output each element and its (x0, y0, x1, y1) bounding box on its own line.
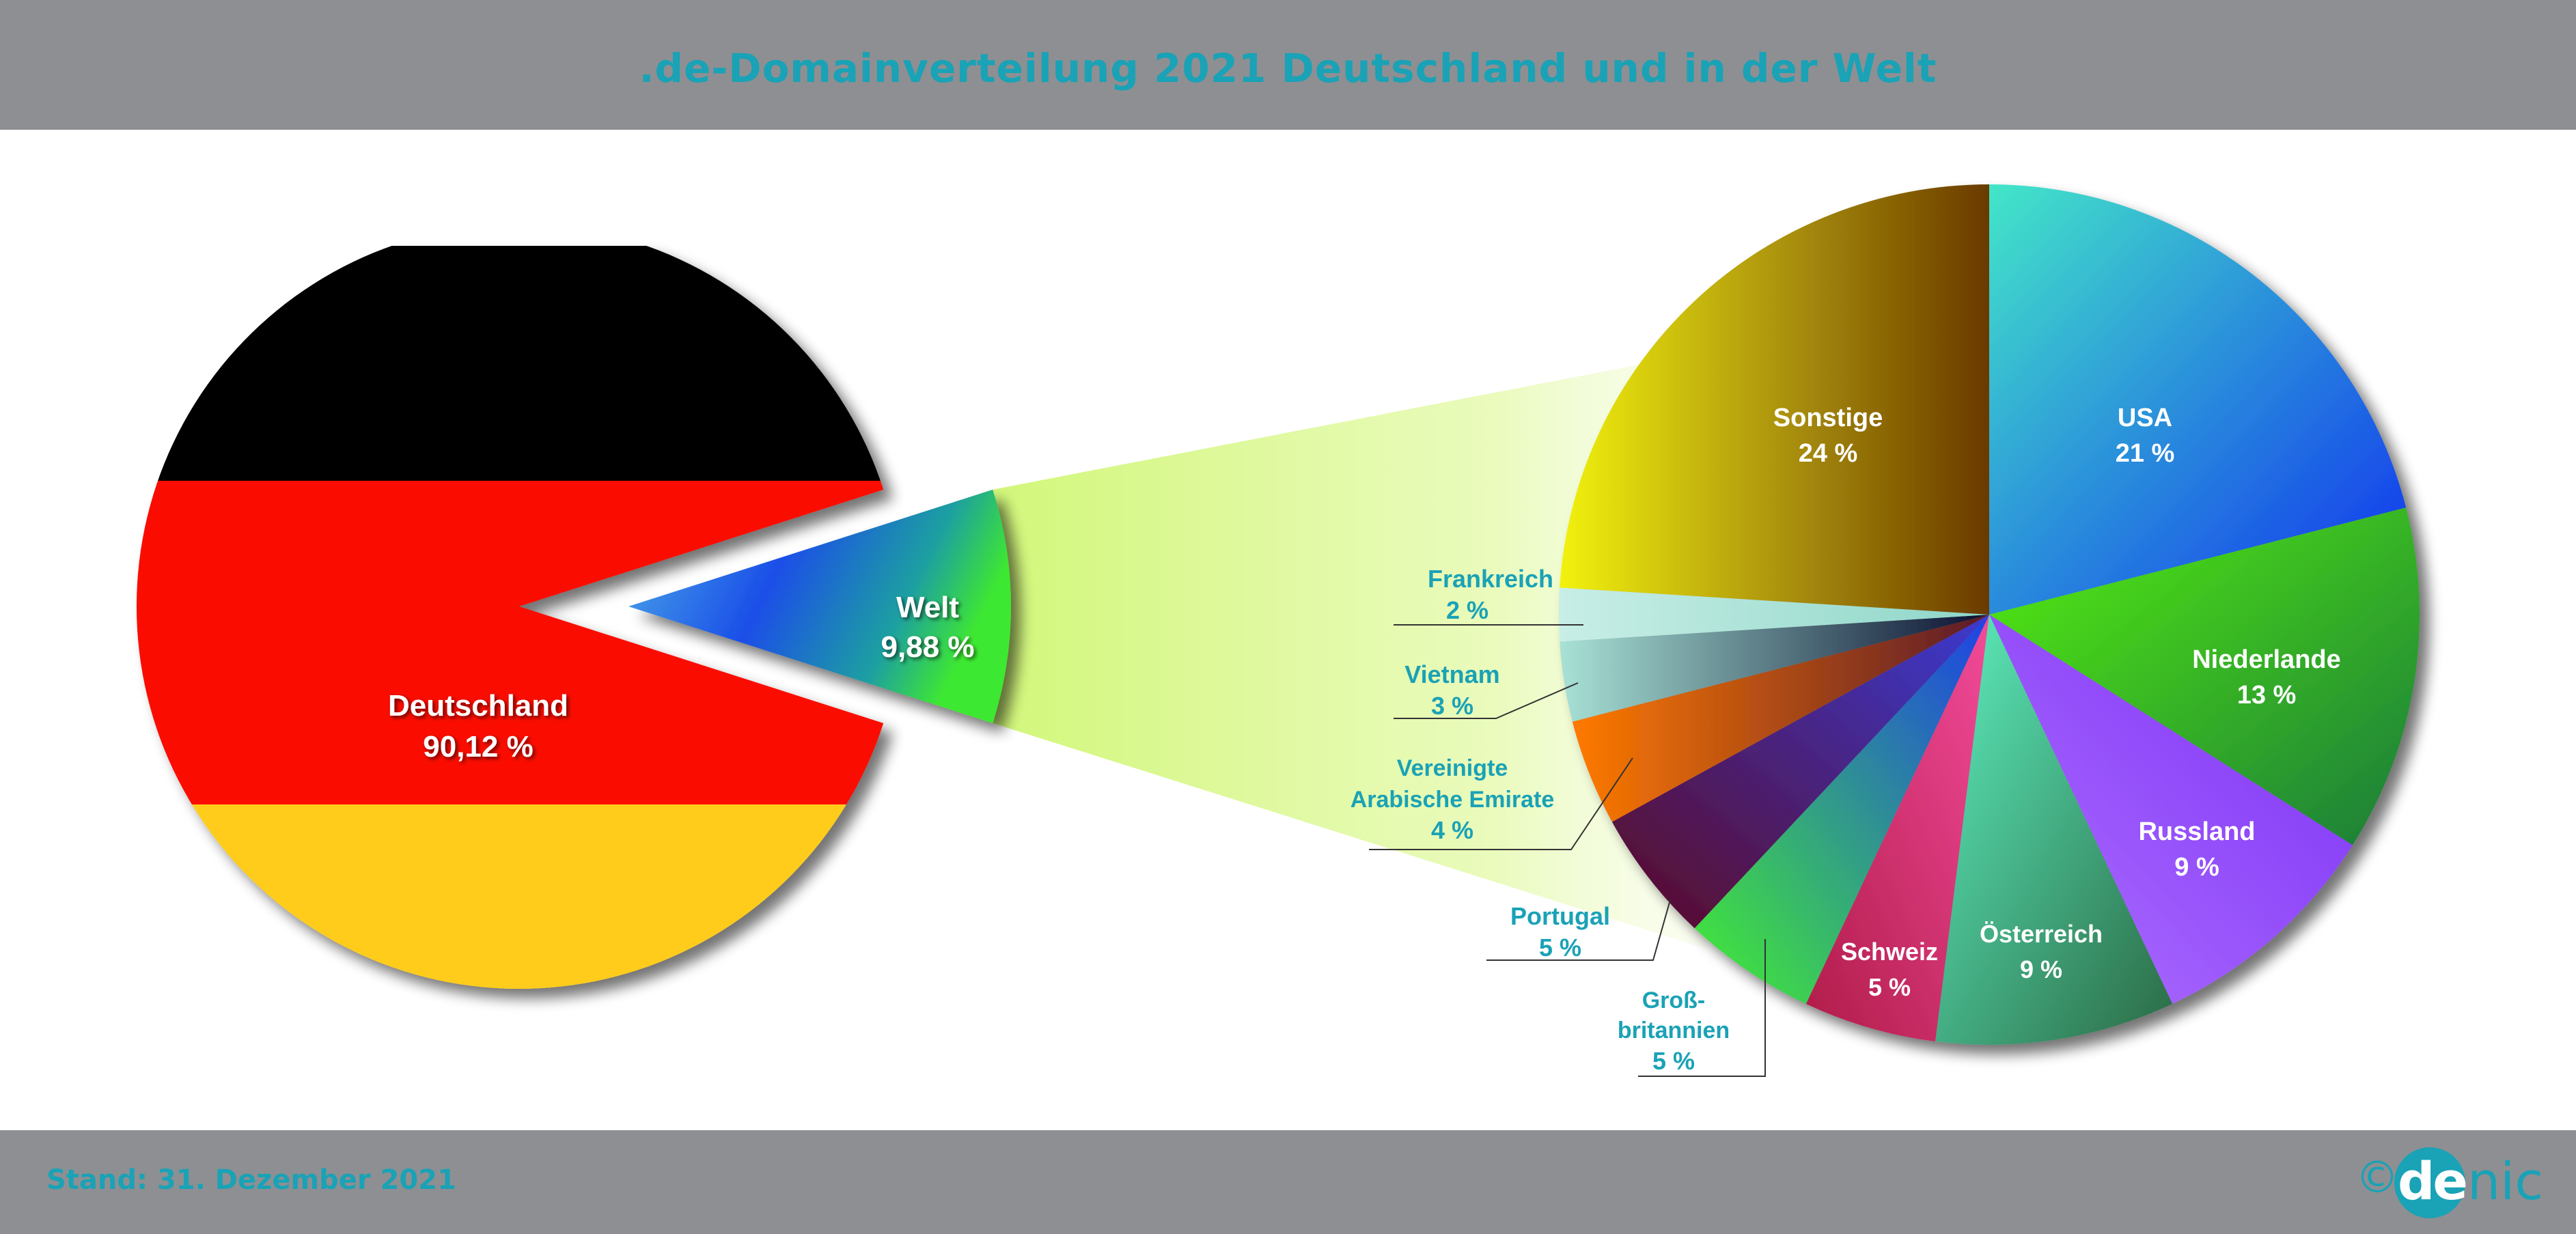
leader-line-grossbritannien (1638, 939, 1766, 1077)
leader-line-vae (1369, 757, 1633, 850)
label-vietnam: Vietnam (1404, 660, 1499, 688)
welt-slice (628, 490, 1011, 723)
label-oesterreich: Österreich (1980, 920, 2103, 948)
denic-logo-nic: nic (2467, 1151, 2544, 1211)
slice-oesterreich (1935, 615, 2173, 1045)
slice-sonstige (1560, 184, 1989, 615)
label-niederlande: Niederlande (2192, 645, 2341, 674)
flag-stripe-black (136, 246, 884, 481)
value-oesterreich: 9 % (2020, 955, 2062, 983)
header-bar (0, 0, 2576, 130)
label-russland: Russland (2138, 817, 2255, 846)
value-vietnam: 3 % (1431, 692, 1473, 720)
leader-line-portugal (1486, 899, 1671, 961)
slice-usa (1989, 184, 2407, 615)
stand-date: Stand: 31. Dezember 2021 (46, 1164, 456, 1196)
slice-vae (1572, 615, 1989, 822)
copyright-symbol: © (2355, 1153, 2399, 1203)
label-welt: Welt (896, 591, 959, 624)
label-deutschland: Deutschland (388, 689, 568, 723)
label-gb-line2: britannien (1618, 1018, 1730, 1043)
value-welt: 9,88 % (881, 630, 975, 664)
connector-beam (993, 362, 1708, 949)
slice-frankreich (1558, 587, 1989, 642)
flag-stripe-gold (136, 804, 884, 989)
label-vae-line1: Vereinigte (1397, 755, 1508, 781)
slice-grossbritannien (1694, 615, 1989, 1004)
denic-logo-circle (2394, 1147, 2465, 1218)
chart-labels: Deutschland 90,12 % Welt 9,88 % USA 21 %… (388, 404, 2341, 1075)
value-gb: 5 % (1652, 1047, 1695, 1075)
world-pie (1558, 184, 2420, 1045)
label-portugal: Portugal (1510, 902, 1610, 930)
label-schweiz: Schweiz (1841, 938, 1938, 966)
value-schweiz: 5 % (1868, 973, 1911, 1001)
slice-russland (1989, 615, 2353, 1004)
value-russland: 9 % (2174, 853, 2219, 882)
label-frankreich: Frankreich (1428, 565, 1553, 593)
value-frankreich: 2 % (1446, 596, 1488, 624)
value-portugal: 5 % (1539, 934, 1581, 962)
slice-niederlande (1989, 507, 2420, 845)
footer-bar (0, 1130, 2576, 1234)
value-deutschland: 90,12 % (423, 730, 533, 763)
label-gb-line1: Groß- (1642, 987, 1706, 1013)
chart-title: .de-Domainverteilung 2021 Deutschland un… (639, 45, 1937, 92)
value-vae: 4 % (1431, 816, 1473, 844)
value-usa: 21 % (2116, 439, 2175, 468)
slice-schweiz (1805, 615, 1989, 1041)
leader-lines (1369, 624, 1766, 1077)
label-sonstige: Sonstige (1773, 404, 1883, 432)
leader-line-vietnam (1394, 682, 1579, 719)
value-sonstige: 24 % (1799, 439, 1858, 468)
label-usa: USA (2118, 404, 2172, 432)
slice-portugal (1611, 615, 1989, 929)
label-vae-line2: Arabische Emirate (1351, 787, 1555, 813)
value-niederlande: 13 % (2237, 681, 2297, 710)
slice-vietnam (1560, 615, 1989, 722)
denic-logo-de: de (2398, 1151, 2468, 1211)
